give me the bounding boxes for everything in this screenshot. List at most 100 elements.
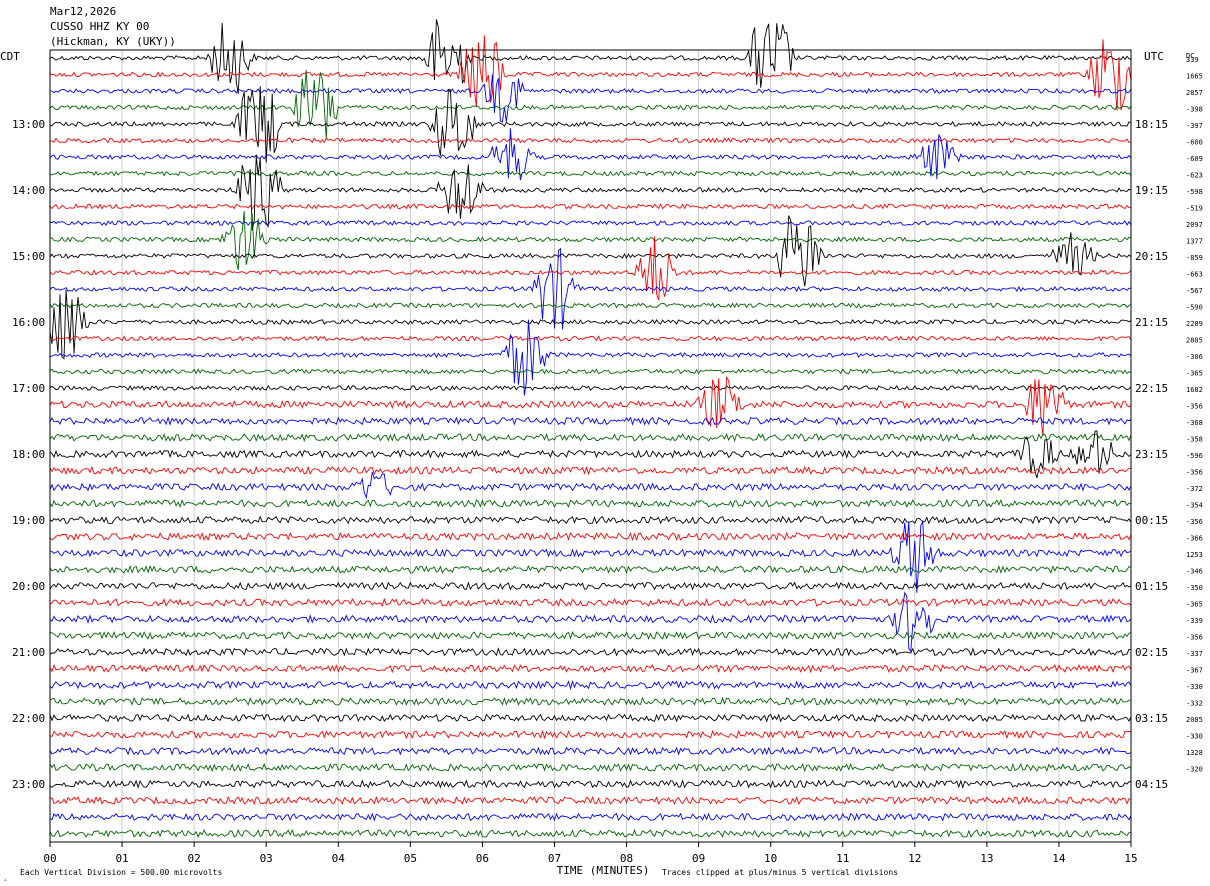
trace-line [49, 597, 1132, 608]
trace-line [49, 170, 1132, 177]
plot-frame [49, 49, 1132, 843]
right-time-label: 00:15 [1135, 514, 1168, 527]
x-tick-label: 06 [476, 852, 489, 865]
trace-line [49, 729, 1132, 740]
right-time-label: 21:15 [1135, 316, 1168, 329]
dc-offset-label: -320 [1186, 766, 1203, 774]
dc-offset-label: -330 [1186, 683, 1203, 691]
dc-offset-label: -365 [1186, 370, 1203, 378]
x-tick-label: 13 [980, 852, 993, 865]
right-time-label: 20:15 [1135, 250, 1168, 263]
dc-offset-label: -567 [1186, 287, 1203, 295]
trace-line [49, 289, 1132, 360]
dc-offset-label: -368 [1186, 419, 1203, 427]
left-timezone-label: CDT [0, 50, 20, 63]
dc-offset-label: -663 [1186, 271, 1203, 279]
trace-line [49, 215, 1132, 287]
right-time-label: 02:15 [1135, 646, 1168, 659]
dc-offset-label: -367 [1186, 667, 1203, 675]
right-time-label: 04:15 [1135, 778, 1168, 791]
dc-offset-label: -859 [1186, 254, 1203, 262]
dc-offset-label: -306 [1186, 353, 1203, 361]
x-axis-ticks: 00 01 02 03 04 05 06 07 08 09 10 11 12 13 14 15 [43, 842, 1138, 865]
left-time-label: 16:00 [12, 316, 45, 329]
x-tick-label: 12 [908, 852, 921, 865]
left-time-label: 21:00 [12, 646, 45, 659]
trace-line [49, 368, 1132, 375]
dc-offset-label: -623 [1186, 172, 1203, 180]
left-time-label: 18:00 [12, 448, 45, 461]
x-tick-label: 10 [764, 852, 777, 865]
dc-offset-labels: 339 1665 2857 -398 -397 -600 -609 -623 -598 -519 2… [1186, 56, 1203, 774]
trace-line [49, 416, 1132, 426]
trace-line [49, 219, 1132, 227]
right-time-label: 03:15 [1135, 712, 1168, 725]
left-time-label: 22:00 [12, 712, 45, 725]
trace-line [49, 35, 1132, 111]
x-tick-label: 01 [115, 852, 128, 865]
dc-offset-label: -596 [1186, 452, 1203, 460]
dc-offset-label: -609 [1186, 155, 1203, 163]
trace-group [49, 19, 1132, 838]
trace-line [49, 203, 1132, 210]
trace-line [49, 211, 1132, 270]
trace-line [49, 319, 1132, 396]
dc-offset-label: 339 [1186, 56, 1199, 64]
trace-line [49, 581, 1132, 591]
dc-offset-label: -330 [1186, 733, 1203, 741]
x-tick-label: 11 [836, 852, 849, 865]
trace-line [49, 465, 1132, 476]
trace-line [49, 432, 1132, 443]
dc-offset-label: -372 [1186, 485, 1203, 493]
clip-note: Traces clipped at plus/minus 5 vertical … [662, 868, 898, 877]
dc-offset-label: -356 [1186, 634, 1203, 642]
trace-line [49, 647, 1132, 657]
trace-line [49, 384, 1132, 392]
left-time-label: 15:00 [12, 250, 45, 263]
dc-offset-label: 1665 [1186, 73, 1203, 81]
trace-line [49, 713, 1132, 723]
trace-line [49, 19, 1132, 94]
left-time-label: 14:00 [12, 184, 45, 197]
left-time-label: 19:00 [12, 514, 45, 527]
right-time-label: 18:15 [1135, 118, 1168, 131]
dc-offset-label: -366 [1186, 535, 1203, 543]
x-tick-label: 05 [404, 852, 417, 865]
dc-offset-label: 1682 [1186, 386, 1203, 394]
trace-line [49, 746, 1132, 756]
trace-line [49, 779, 1132, 789]
dc-offset-label: 2857 [1186, 89, 1203, 97]
trace-line [49, 236, 1132, 301]
x-tick-label: 02 [188, 852, 201, 865]
header-station: CUSSO HHZ KY 00 [50, 20, 149, 33]
header-location: (Hickman, KY (UKY)) [50, 35, 176, 48]
left-time-label: 23:00 [12, 778, 45, 791]
dc-offset-label: -339 [1186, 617, 1203, 625]
x-tick-label: 15 [1124, 852, 1137, 865]
x-tick-label: 07 [548, 852, 561, 865]
dc-offset-label: -356 [1186, 403, 1203, 411]
dc-offset-label: -365 [1186, 601, 1203, 609]
dc-offset-label: 2805 [1186, 337, 1203, 345]
dc-offset-label: 2085 [1186, 716, 1203, 724]
dc-offset-label: -356 [1186, 518, 1203, 526]
right-timezone-label: UTC [1144, 50, 1164, 63]
trace-line [49, 137, 1132, 144]
dc-offset-label: 1328 [1186, 749, 1203, 757]
dc-offset-label: -398 [1186, 106, 1203, 114]
trace-line [49, 69, 1132, 140]
dc-offset-label: -356 [1186, 469, 1203, 477]
right-time-label: 22:15 [1135, 382, 1168, 395]
dc-offset-label: -337 [1186, 650, 1203, 658]
trace-line [49, 498, 1132, 509]
trace-line [49, 74, 1132, 123]
trace-line [49, 471, 1132, 500]
trace-line [49, 515, 1132, 525]
trace-line [49, 762, 1132, 773]
dc-offset-label: -332 [1186, 700, 1203, 708]
trace-line [49, 591, 1132, 653]
dc-offset-label: 1377 [1186, 238, 1203, 246]
x-tick-label: 08 [620, 852, 633, 865]
dc-offset-label: -590 [1186, 304, 1203, 312]
trace-line [49, 520, 1132, 593]
